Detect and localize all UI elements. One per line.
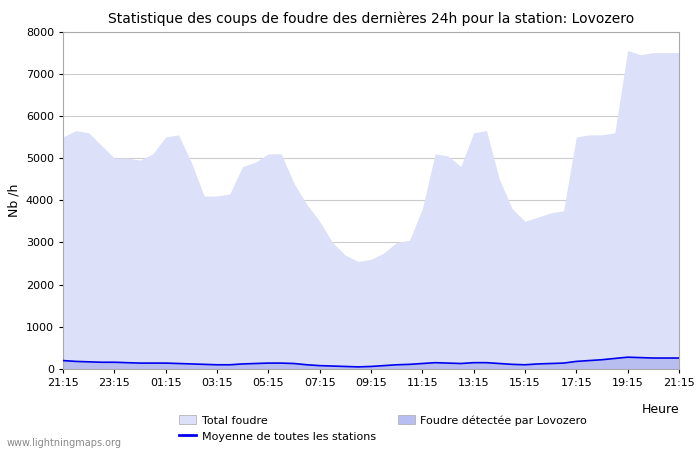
Title: Statistique des coups de foudre des dernières 24h pour la station: Lovozero: Statistique des coups de foudre des dern… (108, 12, 634, 26)
Legend: Total foudre, Moyenne de toutes les stations, Foudre détectée par Lovozero: Total foudre, Moyenne de toutes les stat… (179, 415, 587, 441)
Y-axis label: Nb /h: Nb /h (7, 184, 20, 217)
Text: Heure: Heure (641, 403, 679, 416)
Text: www.lightningmaps.org: www.lightningmaps.org (7, 438, 122, 448)
